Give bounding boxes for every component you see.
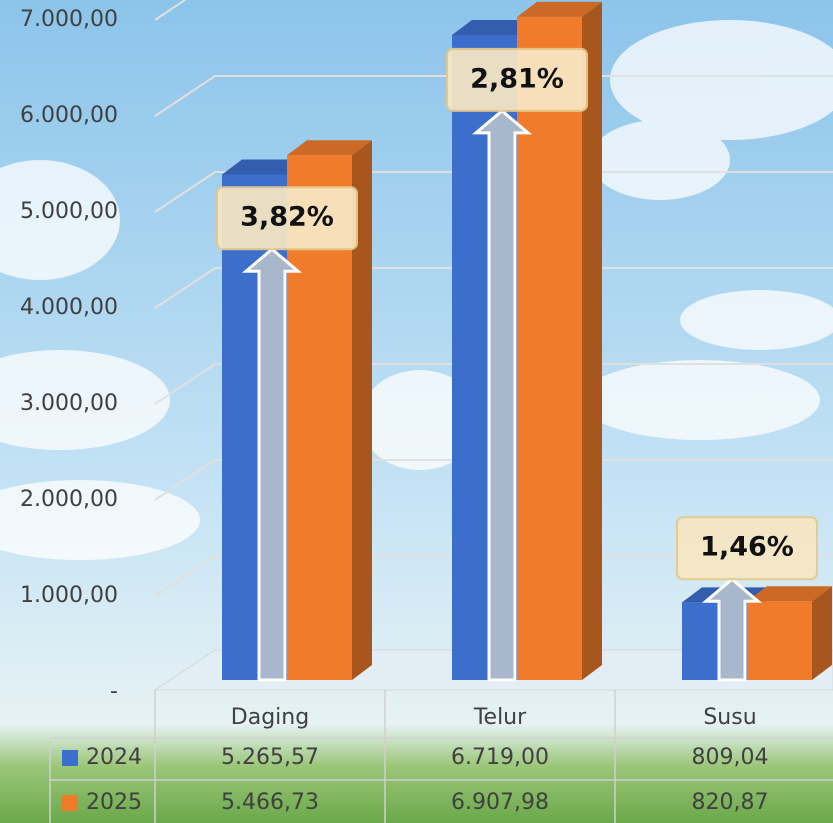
y-tick-label: 1.000,00: [20, 583, 118, 608]
table-value: 5.466,73: [221, 790, 319, 815]
annotation: 1,46%: [700, 532, 794, 563]
bar-side: [582, 1, 602, 680]
bar-top: [287, 140, 372, 156]
bar-front: [517, 16, 582, 680]
y-tick-label: 5.000,00: [20, 199, 118, 224]
legend-swatch: [62, 750, 78, 766]
annotation-box: [216, 186, 358, 251]
annotation-box: [676, 516, 818, 581]
legend-swatch: [62, 795, 78, 811]
table-value: 5.265,57: [221, 745, 319, 770]
y-tick-label: 3.000,00: [20, 391, 118, 416]
grid-line: [154, 267, 833, 309]
table-value: 6.719,00: [451, 745, 549, 770]
bar-front: [747, 601, 812, 680]
y-tick-label: 7.000,00: [20, 7, 118, 32]
table-value: 6.907,98: [451, 790, 549, 815]
bar-top: [517, 1, 602, 17]
y-tick-label: 2.000,00: [20, 487, 118, 512]
grid-line: [154, 459, 833, 501]
y-tick-label: 4.000,00: [20, 295, 118, 320]
bar: [747, 586, 832, 680]
grid-line: [154, 171, 833, 213]
legend-label: 2024: [86, 745, 142, 770]
grid-line: [154, 75, 833, 117]
bar: [517, 1, 602, 680]
category-label: Telur: [473, 705, 527, 730]
grid-line: [154, 363, 833, 405]
table-value: 820,87: [692, 790, 769, 815]
growth-arrow: [471, 108, 533, 682]
bar-side: [812, 586, 832, 680]
category-label: Daging: [231, 705, 309, 730]
annotation: 3,82%: [240, 202, 334, 233]
table-grid: [49, 690, 833, 823]
grid-line: [154, 555, 833, 597]
bar-top: [452, 19, 537, 35]
legend-label: 2025: [86, 790, 142, 815]
y-tick-label: -: [110, 679, 118, 704]
bar-top: [747, 586, 832, 602]
y-tick-label: 6.000,00: [20, 103, 118, 128]
growth-arrow: [701, 577, 763, 682]
annotation: 2,81%: [470, 63, 564, 94]
clouds: [0, 20, 833, 560]
bar-side: [352, 140, 372, 681]
bar-top: [222, 159, 307, 175]
growth-arrow: [241, 247, 303, 682]
category-label: Susu: [703, 705, 756, 730]
table-value: 809,04: [692, 745, 769, 770]
annotation-box: [446, 47, 588, 112]
grid-line: [154, 0, 187, 21]
